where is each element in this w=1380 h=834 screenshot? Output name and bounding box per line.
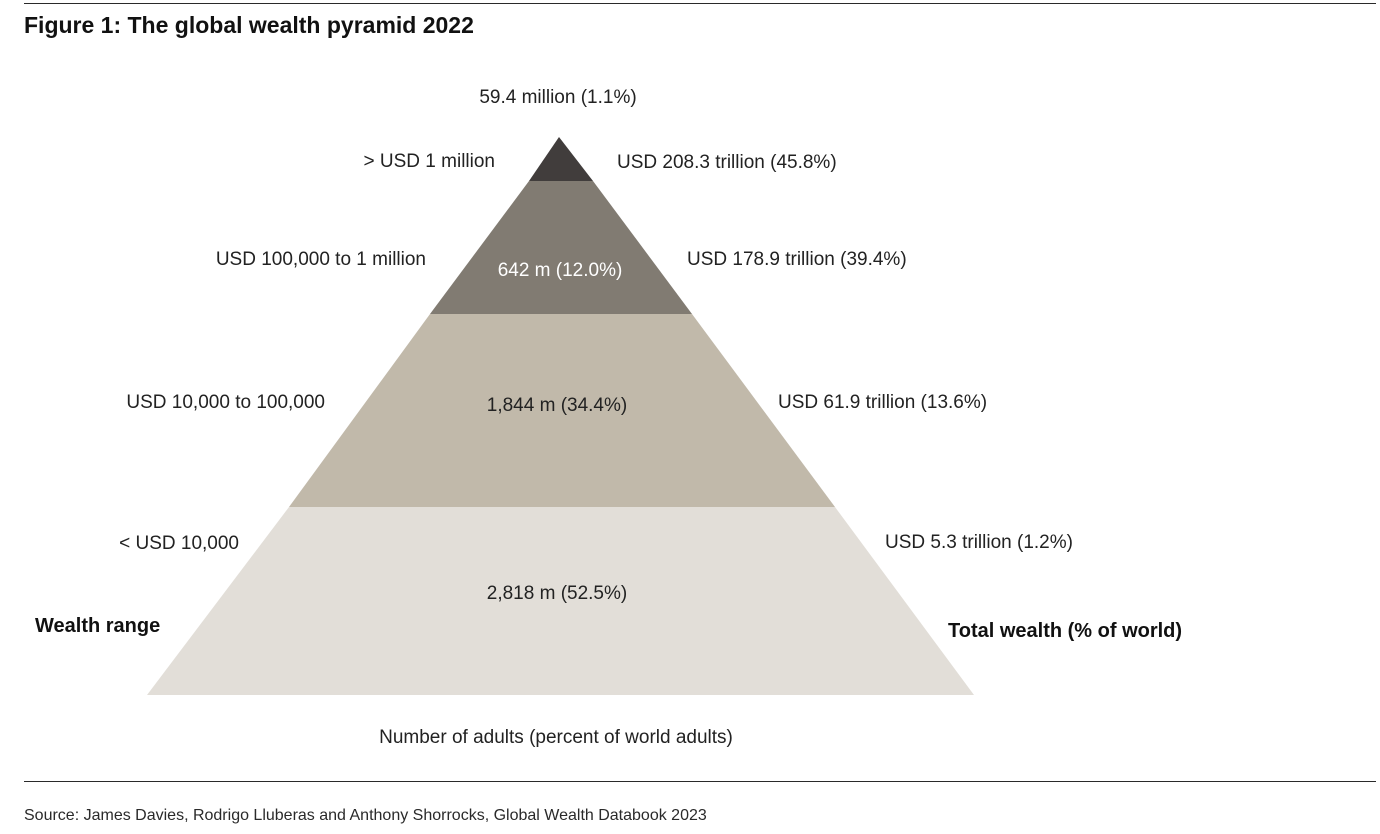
tier-4-adults: 2,818 m (52.5%) xyxy=(486,583,628,604)
total-wealth-label: Total wealth (% of world) xyxy=(948,620,1183,642)
wealth-range-label: Wealth range xyxy=(35,615,161,637)
tier-2-wealth-range: USD 100,000 to 1 million xyxy=(215,249,426,270)
tier-2-adults: 642 m (12.0%) xyxy=(497,260,623,281)
tier-2-segment xyxy=(430,181,692,314)
top-rule xyxy=(24,3,1376,4)
source-note: Source: James Davies, Rodrigo Lluberas a… xyxy=(24,807,707,824)
tier-1-wealth-range: > USD 1 million xyxy=(363,151,495,172)
tier-1-adults: 59.4 million (1.1%) xyxy=(479,87,637,108)
tier-4-segment xyxy=(147,507,974,695)
bottom-rule xyxy=(24,781,1376,782)
tier-4-total-wealth: USD 5.3 trillion (1.2%) xyxy=(885,532,1073,553)
tier-1-total-wealth: USD 208.3 trillion (45.8%) xyxy=(617,152,837,173)
figure-title: Figure 1: The global wealth pyramid 2022 xyxy=(24,12,474,38)
tier-3-adults: 1,844 m (34.4%) xyxy=(486,395,628,416)
tier-2-total-wealth: USD 178.9 trillion (39.4%) xyxy=(687,249,907,270)
tier-3-total-wealth: USD 61.9 trillion (13.6%) xyxy=(778,392,988,413)
tier-1-segment xyxy=(529,137,593,181)
tier-3-wealth-range: USD 10,000 to 100,000 xyxy=(126,392,325,413)
adults-axis-label: Number of adults (percent of world adult… xyxy=(379,727,733,748)
tier-3-segment xyxy=(289,314,835,507)
tier-4-wealth-range: < USD 10,000 xyxy=(119,533,239,554)
